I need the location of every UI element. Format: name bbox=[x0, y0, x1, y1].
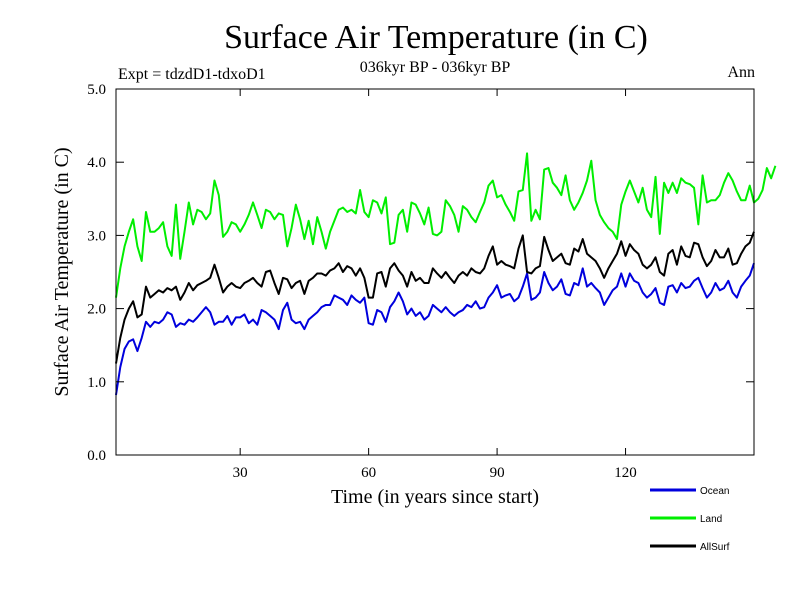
legend: Ocean Land AllSurf bbox=[650, 486, 730, 553]
legend-label-land: Land bbox=[700, 514, 722, 525]
series-line-ocean bbox=[115, 262, 755, 396]
series-line-land bbox=[115, 152, 777, 298]
y-tick-label: 0.0 bbox=[87, 448, 106, 464]
y-axis-label: Surface Air Temperature (in C) bbox=[51, 147, 73, 396]
x-tick-label: 120 bbox=[614, 465, 637, 481]
plot-frame bbox=[115, 88, 755, 456]
chart-title: Surface Air Temperature (in C) bbox=[224, 19, 648, 56]
period-label: Ann bbox=[727, 64, 755, 81]
y-tick-label: 2.0 bbox=[87, 302, 106, 318]
x-tick-label: 90 bbox=[490, 465, 505, 481]
plot-area: 30 60 90 120 0.0 1.0 2.0 3.0 4.0 5.0 bbox=[87, 82, 777, 481]
legend-label-allsurf: AllSurf bbox=[700, 542, 730, 553]
ticks-layer: 30 60 90 120 0.0 1.0 2.0 3.0 4.0 5.0 bbox=[87, 82, 754, 481]
legend-label-ocean: Ocean bbox=[700, 486, 729, 497]
x-axis-label: Time (in years since start) bbox=[331, 486, 539, 508]
y-tick-label: 4.0 bbox=[87, 155, 106, 171]
y-tick-label: 5.0 bbox=[87, 82, 106, 98]
x-tick-label: 30 bbox=[233, 465, 248, 481]
experiment-label: Expt = tdzdD1-tdxoD1 bbox=[118, 66, 266, 83]
y-tick-label: 1.0 bbox=[87, 375, 106, 391]
x-tick-label: 60 bbox=[361, 465, 376, 481]
chart-subtitle: 036kyr BP - 036kyr BP bbox=[360, 59, 511, 76]
series-layer bbox=[115, 152, 777, 396]
y-tick-label: 3.0 bbox=[87, 228, 106, 244]
series-line-allsurf bbox=[115, 231, 755, 364]
